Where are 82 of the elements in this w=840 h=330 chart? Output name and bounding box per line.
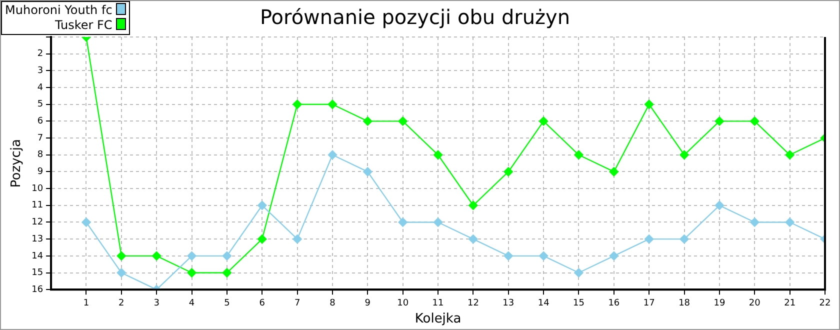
y-tick-label: 10 <box>32 184 44 194</box>
point <box>785 218 794 227</box>
point <box>714 200 724 210</box>
point <box>398 218 408 227</box>
x-tick-label: 19 <box>714 298 726 308</box>
y-tick-label: 2 <box>37 49 44 60</box>
point <box>292 234 302 244</box>
point <box>82 218 91 227</box>
point <box>222 268 232 278</box>
point <box>468 200 478 210</box>
x-tick-label: 8 <box>330 298 336 308</box>
point <box>609 251 619 261</box>
y-tick-label: 15 <box>32 268 44 278</box>
point <box>187 251 196 261</box>
chart-title: Porównanie pozycji obu drużyn <box>260 5 570 30</box>
point <box>328 150 338 160</box>
point <box>574 150 584 160</box>
x-tick-label: 10 <box>397 298 409 308</box>
point <box>574 268 584 278</box>
x-tick-label: 20 <box>748 298 761 308</box>
x-tick-label: 7 <box>294 298 300 308</box>
x-tick-label: 3 <box>154 298 160 308</box>
x-tick-label: 12 <box>467 298 479 308</box>
x-tick-label: 2 <box>118 298 124 308</box>
point <box>116 268 126 278</box>
point <box>680 234 689 244</box>
point <box>609 167 619 176</box>
x-axis-title: Kolejka <box>414 312 462 327</box>
point <box>116 251 126 261</box>
point <box>504 167 513 176</box>
y-tick-label: 14 <box>32 251 44 262</box>
point <box>644 234 654 244</box>
point <box>328 100 338 109</box>
point <box>222 251 232 261</box>
point <box>258 200 267 210</box>
x-tick-label: 18 <box>678 298 690 308</box>
y-tick-label: 6 <box>37 116 44 127</box>
x-tick-label: 21 <box>784 298 796 308</box>
point <box>363 116 372 126</box>
x-tick-label: 15 <box>573 298 584 308</box>
point <box>152 251 162 261</box>
x-tick-label: 14 <box>538 298 550 308</box>
y-axis-title: Pozycja <box>9 139 24 188</box>
x-tick-label: 6 <box>259 298 266 308</box>
legend-label: Muhoroni Youth fc <box>5 3 112 17</box>
y-tick-label: 8 <box>37 150 44 160</box>
point <box>258 234 267 244</box>
point <box>292 100 302 109</box>
point <box>644 100 654 109</box>
y-tick-label: 7 <box>37 133 44 144</box>
x-tick-label: 11 <box>432 298 444 308</box>
x-tick-label: 17 <box>643 298 655 308</box>
point <box>714 116 724 126</box>
point <box>785 150 794 160</box>
x-tick-label: 16 <box>608 298 620 308</box>
x-tick-label: 9 <box>364 298 371 308</box>
y-tick-label: 11 <box>32 200 44 211</box>
point <box>538 251 548 261</box>
y-tick-label: 13 <box>32 234 44 244</box>
point <box>504 251 513 261</box>
y-tick-label: 9 <box>37 167 44 178</box>
y-tick-label: 4 <box>37 82 44 93</box>
point <box>680 150 689 160</box>
point <box>538 116 548 126</box>
point <box>433 150 443 160</box>
x-tick-label: 4 <box>188 298 195 308</box>
point <box>750 218 760 227</box>
y-tick-label: 12 <box>32 218 44 228</box>
point <box>187 268 196 278</box>
x-tick-label: 13 <box>502 298 514 308</box>
point <box>363 167 372 176</box>
x-tick-label: 5 <box>224 298 230 308</box>
legend-label: Tusker FC <box>55 18 112 32</box>
x-tick-label: 22 <box>819 298 831 308</box>
y-tick-label: 5 <box>37 100 44 110</box>
point <box>750 116 760 126</box>
point <box>433 218 443 227</box>
point <box>468 234 478 244</box>
y-tick-label: 3 <box>37 66 44 76</box>
x-tick-label: 1 <box>83 298 90 308</box>
point <box>398 116 408 126</box>
y-tick-label: 16 <box>32 284 44 295</box>
